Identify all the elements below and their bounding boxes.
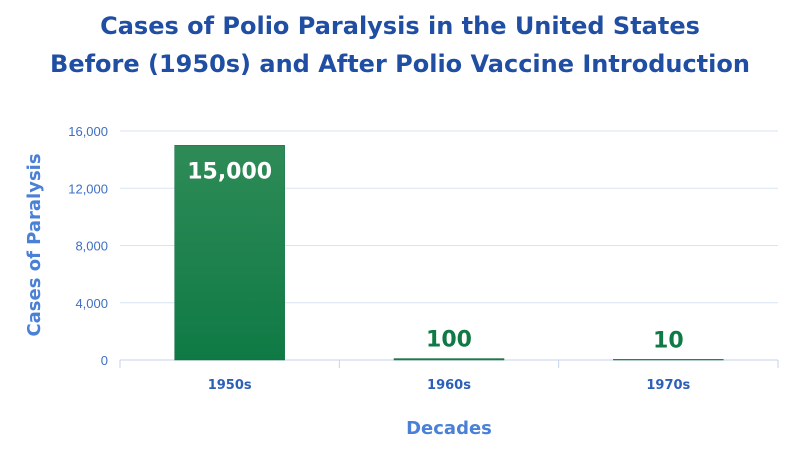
bar-1960s [393,358,505,361]
y-tick-label: 0 [101,353,108,368]
data-label: 100 [426,328,472,353]
chart-title-line-1: Cases of Polio Paralysis in the United S… [100,12,700,40]
bars [174,145,724,361]
data-label: 10 [653,328,684,353]
data-label: 15,000 [187,159,272,184]
data-labels: 15,000 100 10 [187,159,683,353]
y-axis-label: Cases of Paralysis [24,153,45,336]
chart-title-line-2: Before (1950s) and After Polio Vaccine I… [50,50,750,78]
x-axis-label: Decades [406,418,492,439]
bar-1970s [613,359,724,361]
y-axis-ticks: 0 4,000 8,000 12,000 16,000 [68,124,108,368]
x-tick-label: 1950s [208,378,252,393]
y-tick-label: 4,000 [75,296,108,311]
bar-1950s [174,145,285,361]
x-axis-ticks: 1950s 1960s 1970s [208,378,691,393]
y-tick-label: 8,000 [75,239,108,254]
y-tick-label: 12,000 [68,181,108,196]
x-axis-separators [119,360,779,368]
x-tick-label: 1970s [646,378,690,393]
x-tick-label: 1960s [427,378,471,393]
y-tick-label: 16,000 [68,124,108,139]
